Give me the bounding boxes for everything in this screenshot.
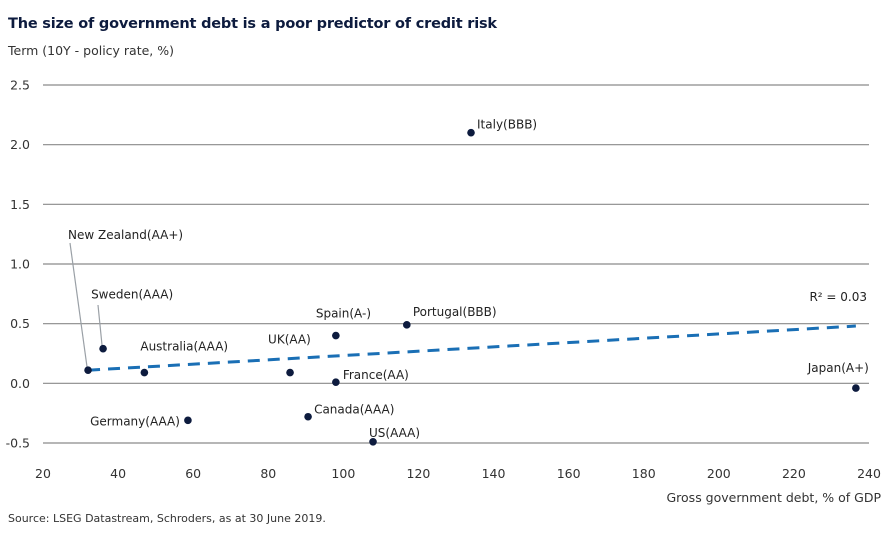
- point-label: Spain(A-): [316, 307, 371, 321]
- data-point: [332, 378, 340, 386]
- data-point: [184, 416, 192, 425]
- gridlines: [43, 84, 869, 444]
- data-point: [286, 368, 294, 377]
- leader-lines: [69, 242, 103, 368]
- y-tick-label: 2.5: [10, 78, 30, 93]
- y-tick-label: -0.5: [6, 436, 30, 451]
- data-point: [304, 412, 312, 421]
- x-tick-label: 100: [331, 466, 355, 481]
- x-tick-label: 160: [557, 466, 581, 481]
- point-label: Italy(BBB): [477, 118, 537, 132]
- point-label: UK(AA): [268, 333, 311, 347]
- data-point: [140, 368, 149, 377]
- y-tick-label: 0.5: [10, 316, 30, 331]
- y-tick-label: 1.5: [10, 197, 30, 212]
- x-tick-label: 140: [482, 466, 506, 481]
- point-label: New Zealand(AA+): [68, 228, 183, 242]
- data-point: [84, 366, 92, 375]
- point-label: Germany(AAA): [90, 414, 180, 428]
- y-axis-label: Term (10Y - policy rate, %): [8, 43, 175, 58]
- point-label: Portugal(BBB): [413, 305, 497, 319]
- x-tick-label: 40: [110, 466, 126, 481]
- x-tick-label: 180: [632, 466, 656, 481]
- chart-title: The size of government debt is a poor pr…: [8, 16, 497, 32]
- point-label: France(AA): [343, 368, 409, 382]
- y-tick-label: 0.0: [10, 376, 30, 391]
- x-tick-label: 200: [707, 466, 731, 481]
- x-tick-label: 120: [407, 466, 431, 481]
- data-point: [332, 331, 340, 340]
- data-points: [84, 128, 860, 446]
- point-labels: New Zealand(AA+) Sweden(AAA) Australia(AAA…: [68, 118, 869, 440]
- data-point: [369, 438, 377, 446]
- data-point: [403, 321, 411, 329]
- leader-line: [97, 304, 103, 346]
- x-tick-label: 220: [782, 466, 806, 481]
- data-point: [467, 128, 475, 137]
- x-tick-label: 240: [857, 466, 881, 481]
- source-note: Source: LSEG Datastream, Schroders, as a…: [8, 512, 326, 525]
- x-tick-labels: 20 40 60 80 100 120 140 160 180 200 220 240: [35, 466, 881, 481]
- point-label: Canada(AAA): [314, 403, 394, 417]
- point-label: US(AAA): [369, 426, 420, 440]
- trendline-group: R² = 0.03: [87, 290, 867, 372]
- x-tick-label: 80: [260, 466, 276, 481]
- y-tick-label: 1.0: [10, 257, 30, 272]
- data-point: [99, 344, 107, 353]
- point-label: Japan(A+): [807, 361, 869, 375]
- data-point: [852, 384, 860, 392]
- x-axis-label: Gross government debt, % of GDP: [666, 490, 881, 505]
- point-label: Sweden(AAA): [91, 288, 173, 302]
- r-squared-label: R² = 0.03: [809, 290, 867, 304]
- x-tick-label: 20: [35, 466, 51, 481]
- y-tick-label: 2.0: [10, 137, 30, 152]
- trendline: [87, 324, 856, 372]
- x-tick-label: 60: [185, 466, 201, 481]
- y-tick-labels: 2.5 2.0 1.5 1.0 0.5 0.0 -0.5: [6, 78, 30, 451]
- leader-line: [69, 242, 88, 368]
- point-label: Australia(AAA): [140, 340, 228, 354]
